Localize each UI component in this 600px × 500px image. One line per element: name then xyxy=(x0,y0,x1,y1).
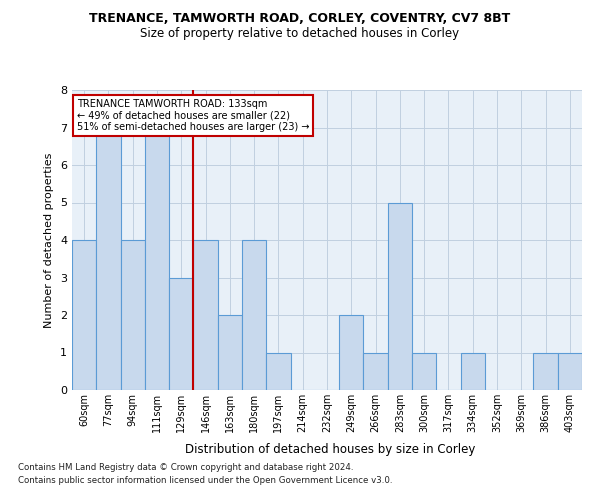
Bar xyxy=(218,315,242,390)
Bar xyxy=(533,352,558,390)
Bar xyxy=(121,240,145,390)
Text: Size of property relative to detached houses in Corley: Size of property relative to detached ho… xyxy=(140,28,460,40)
Bar xyxy=(96,128,121,390)
Bar xyxy=(72,240,96,390)
Bar xyxy=(193,240,218,390)
Text: Contains HM Land Registry data © Crown copyright and database right 2024.: Contains HM Land Registry data © Crown c… xyxy=(18,464,353,472)
Bar xyxy=(339,315,364,390)
Text: Distribution of detached houses by size in Corley: Distribution of detached houses by size … xyxy=(185,442,475,456)
Bar xyxy=(461,352,485,390)
Bar xyxy=(558,352,582,390)
Bar xyxy=(242,240,266,390)
Bar xyxy=(145,128,169,390)
Bar xyxy=(266,352,290,390)
Text: Contains public sector information licensed under the Open Government Licence v3: Contains public sector information licen… xyxy=(18,476,392,485)
Bar xyxy=(412,352,436,390)
Y-axis label: Number of detached properties: Number of detached properties xyxy=(44,152,55,328)
Text: TRENANCE TAMWORTH ROAD: 133sqm
← 49% of detached houses are smaller (22)
51% of : TRENANCE TAMWORTH ROAD: 133sqm ← 49% of … xyxy=(77,99,310,132)
Text: TRENANCE, TAMWORTH ROAD, CORLEY, COVENTRY, CV7 8BT: TRENANCE, TAMWORTH ROAD, CORLEY, COVENTR… xyxy=(89,12,511,26)
Bar xyxy=(169,278,193,390)
Bar xyxy=(388,202,412,390)
Bar xyxy=(364,352,388,390)
